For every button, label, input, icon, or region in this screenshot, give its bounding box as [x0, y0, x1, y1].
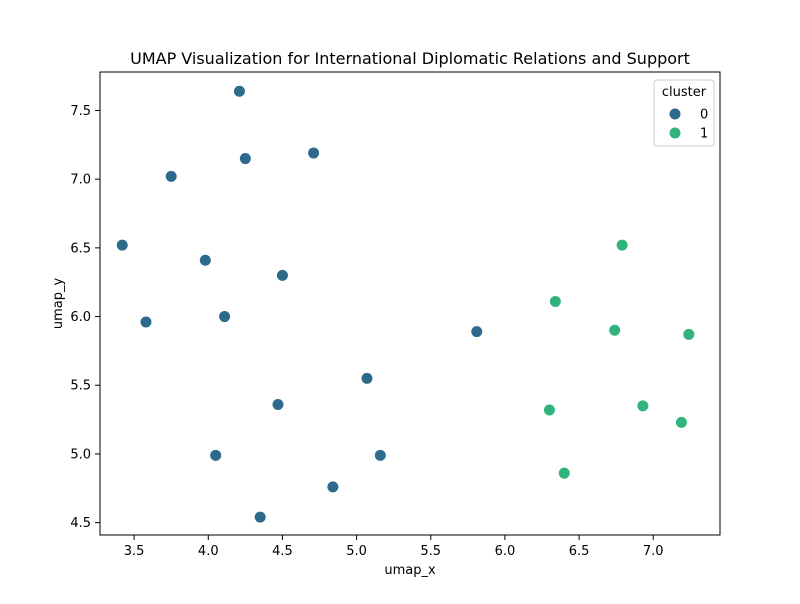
scatter-point-cluster-1	[682, 327, 696, 341]
y-tick-label: 4.5	[70, 516, 91, 531]
legend-title: cluster	[662, 85, 707, 100]
scatter-point-cluster-0	[232, 84, 246, 98]
y-tick-label: 5.5	[70, 379, 91, 394]
x-axis: 3.5 4.0 4.5 5.0 5.5 6.0 6.5 7.0	[124, 535, 664, 559]
y-tick-label: 7.0	[70, 173, 91, 188]
scatter-point-cluster-0	[373, 448, 387, 462]
x-tick-label: 6.5	[569, 544, 590, 559]
scatter-point-cluster-1	[608, 323, 622, 337]
y-tick-label: 6.0	[70, 310, 91, 325]
y-axis: 4.5 5.0 5.5 6.0 6.5 7.0 7.5	[70, 104, 100, 531]
scatter-point-cluster-1	[674, 415, 688, 429]
legend: cluster 01	[653, 79, 715, 147]
scatter-point-cluster-0	[209, 448, 223, 462]
scatter-point-cluster-0	[115, 238, 129, 252]
x-tick-label: 4.5	[272, 544, 293, 559]
x-tick-label: 4.0	[198, 544, 219, 559]
plot-area	[99, 71, 721, 536]
data-points	[115, 84, 696, 524]
scatter-point-cluster-0	[198, 253, 212, 267]
scatter-point-cluster-0	[164, 169, 178, 183]
x-axis-label: umap_x	[384, 563, 436, 578]
x-tick-label: 5.5	[420, 544, 441, 559]
scatter-point-cluster-0	[326, 480, 340, 494]
scatter-point-cluster-1	[636, 399, 650, 413]
scatter-point-cluster-0	[253, 510, 267, 524]
y-tick-label: 6.5	[70, 241, 91, 256]
scatter-point-cluster-0	[360, 371, 374, 385]
x-tick-label: 7.0	[643, 544, 664, 559]
x-tick-label: 3.5	[124, 544, 145, 559]
legend-marker	[668, 126, 682, 140]
legend-marker	[668, 107, 682, 121]
scatter-point-cluster-0	[275, 268, 289, 282]
x-tick-label: 5.0	[346, 544, 367, 559]
chart-title: UMAP Visualization for International Dip…	[130, 49, 690, 68]
plot-frame	[99, 71, 721, 536]
y-tick-label: 7.5	[70, 104, 91, 119]
scatter-point-cluster-0	[139, 315, 153, 329]
legend-label: 0	[700, 108, 708, 123]
scatter-point-cluster-0	[218, 310, 232, 324]
scatter-point-cluster-1	[615, 238, 629, 252]
scatter-point-cluster-1	[557, 466, 571, 480]
scatter-point-cluster-1	[542, 403, 556, 417]
legend-label: 1	[700, 127, 708, 142]
scatter-point-cluster-0	[470, 325, 484, 339]
y-tick-label: 5.0	[70, 447, 91, 462]
legend-box	[653, 79, 715, 147]
x-tick-label: 6.0	[495, 544, 516, 559]
scatter-point-cluster-1	[548, 294, 562, 308]
scatter-point-cluster-0	[307, 146, 321, 160]
y-axis-label: umap_y	[51, 278, 66, 330]
legend-entries: 01	[668, 107, 708, 142]
scatter-point-cluster-0	[238, 152, 252, 166]
scatter-point-cluster-0	[271, 397, 285, 411]
